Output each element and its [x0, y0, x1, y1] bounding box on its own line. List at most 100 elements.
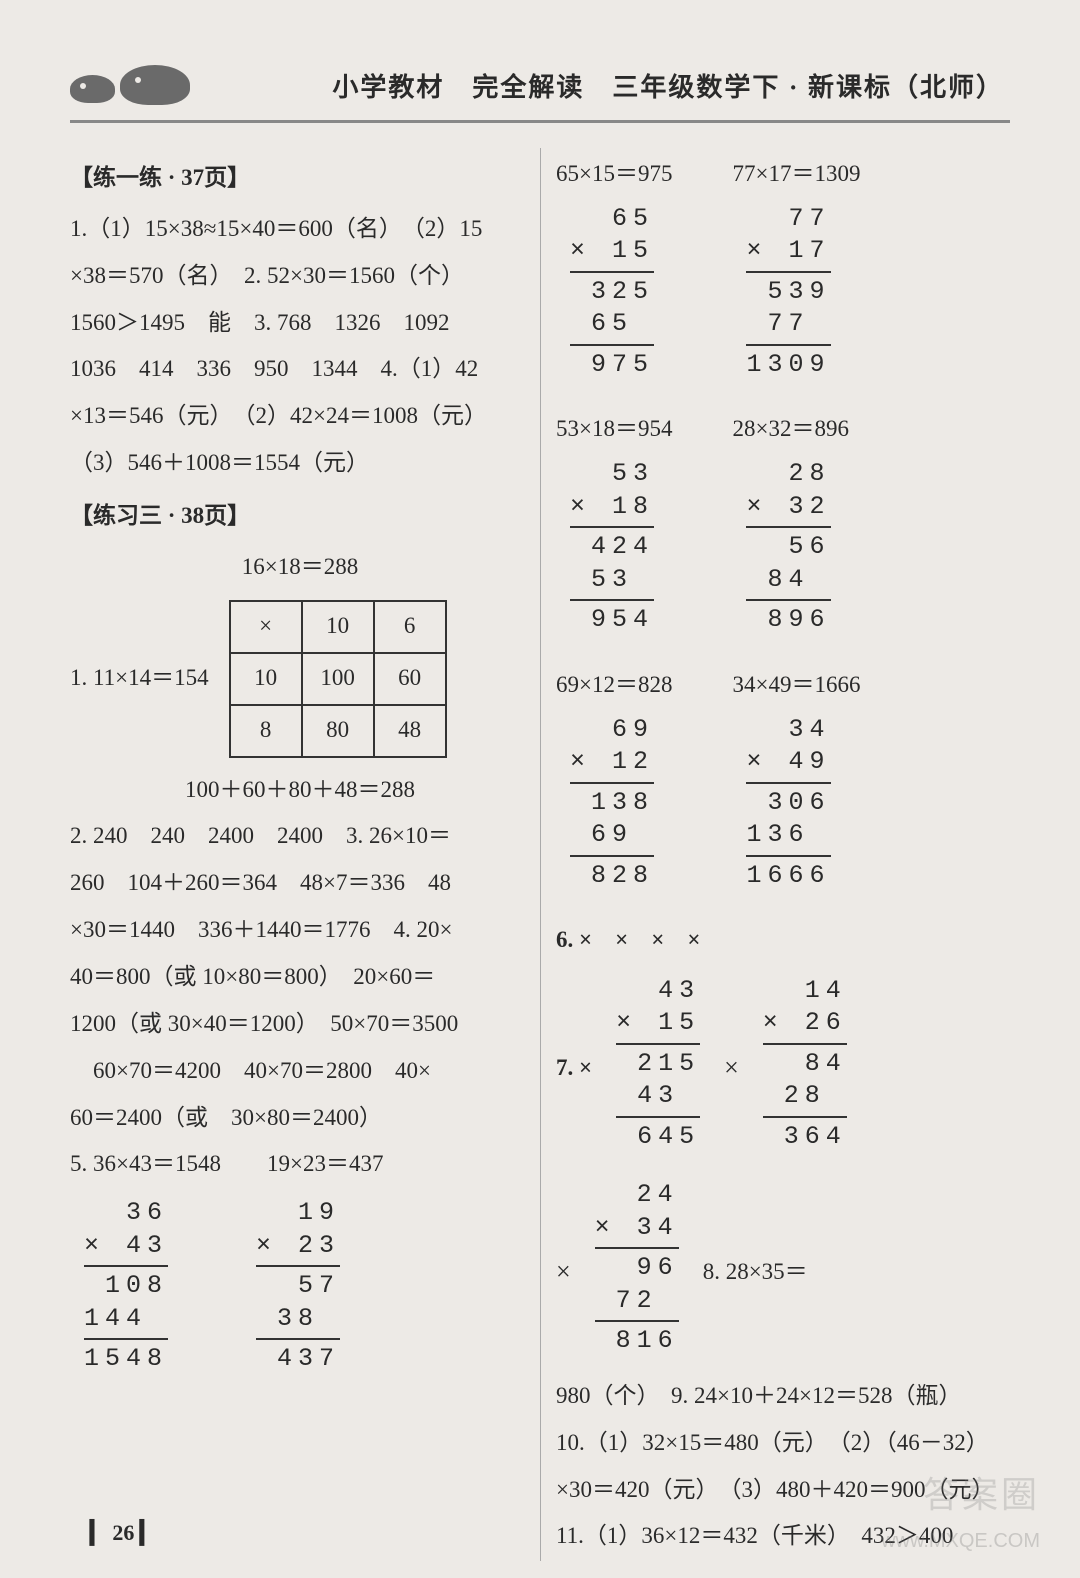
- text-line: 5. 36×43＝1548 19×23＝437: [70, 1142, 530, 1187]
- page-number: ▎ 26 ▎: [90, 1520, 157, 1546]
- vm-rule: [746, 599, 830, 601]
- whale-logo: [70, 60, 210, 110]
- vm-block: 28×32＝896 28 × 32 56 84 896: [732, 407, 848, 650]
- vm-row: 138: [570, 787, 654, 820]
- vm-rule: [746, 782, 830, 784]
- q7-label: 7. ×: [556, 1046, 592, 1091]
- vm-row: × 17: [746, 235, 830, 268]
- vm-row: 816: [595, 1325, 679, 1358]
- vm-row: × 34: [595, 1212, 679, 1245]
- vm-rule: [746, 344, 830, 346]
- vm-equation: 69×12＝828: [556, 663, 672, 708]
- vm-rule: [746, 526, 830, 528]
- vm-equation: 53×18＝954: [556, 407, 672, 452]
- vm-rule: [763, 1043, 847, 1045]
- whale-small-icon: [70, 75, 115, 103]
- grid-cell: 60: [374, 653, 446, 705]
- vm-row: 84: [746, 564, 830, 597]
- x-mark-icon: ×: [724, 1043, 739, 1094]
- vertical-mult: 43 × 15 215 43 645: [616, 975, 700, 1154]
- vm-block: 65×15＝975 65 × 15 325 65 975: [556, 152, 672, 395]
- vm-row: 1309: [746, 349, 830, 382]
- vm-row: 36: [84, 1197, 168, 1230]
- vm-row: 77: [746, 308, 830, 341]
- vertical-mult: 53 × 18 424 53 954: [570, 458, 654, 637]
- page: 小学教材 完全解读 三年级数学下 · 新课标（北师） 【练一练 · 37页】 1…: [0, 0, 1080, 1578]
- vertical-mult: 36 × 43 108 144 1548: [84, 1197, 168, 1376]
- vm-row: 19: [256, 1197, 340, 1230]
- vertical-mult-pair: 69×12＝828 69 × 12 138 69 828 34×49＝1666: [556, 663, 1010, 906]
- vm-row: × 15: [570, 235, 654, 268]
- vm-row: 84: [763, 1048, 847, 1081]
- vertical-mult: 69 × 12 138 69 828: [570, 714, 654, 893]
- text-line: 60＝2400（或 30×80＝2400）: [70, 1096, 530, 1141]
- vm-row: 144: [84, 1303, 168, 1336]
- vm-row: 43: [616, 1080, 700, 1113]
- vm-rule: [84, 1338, 168, 1340]
- vm-rule: [570, 526, 654, 528]
- q6-text: 6. × × × ×: [556, 918, 1010, 963]
- vm-row: 69: [570, 714, 654, 747]
- vertical-mult: 77 × 17 539 77 1309: [746, 203, 830, 382]
- grid-cell: 8: [230, 705, 302, 757]
- q7-row: 7. × 43 × 15 215 43 645 × 14 × 26 84: [556, 969, 1010, 1168]
- vm-row: 72: [595, 1285, 679, 1318]
- text-line: 40＝800（或 10×80＝800） 20×60＝: [70, 955, 530, 1000]
- vm-row: 34: [746, 714, 830, 747]
- grid-sum: 100＋60＋80＋48＝288: [70, 768, 530, 813]
- vm-row: 975: [570, 349, 654, 382]
- vm-row: × 18: [570, 491, 654, 524]
- vm-row: × 32: [746, 491, 830, 524]
- vm-rule: [570, 344, 654, 346]
- text-line: （3）546＋1008＝1554（元）: [70, 441, 530, 486]
- vm-row: 53: [570, 458, 654, 491]
- grid-cell: 48: [374, 705, 446, 757]
- vm-row: × 23: [256, 1230, 340, 1263]
- vm-row: 1666: [746, 860, 830, 893]
- vertical-mult: 19 × 23 57 38 437: [256, 1197, 340, 1376]
- vm-row: 108: [84, 1270, 168, 1303]
- vm-rule: [616, 1116, 700, 1118]
- vm-row: 136: [746, 819, 830, 852]
- vm-row: 215: [616, 1048, 700, 1081]
- vm-row: 57: [256, 1270, 340, 1303]
- vm-rule: [570, 855, 654, 857]
- text-line: 1560＞1495 能 3. 768 1326 1092: [70, 301, 530, 346]
- vm-equation: 34×49＝1666: [732, 663, 860, 708]
- vm-row: 364: [763, 1121, 847, 1154]
- vm-row: × 15: [616, 1007, 700, 1040]
- vm-rule: [570, 782, 654, 784]
- q1-row: 1. 11×14＝154 × 10 6 10 100 60 8 80: [70, 592, 530, 766]
- vm-rule: [256, 1265, 340, 1267]
- vm-row: × 43: [84, 1230, 168, 1263]
- vm-row: 539: [746, 276, 830, 309]
- watermark-text: 答案圈: [923, 1466, 1040, 1518]
- vm-rule: [595, 1247, 679, 1249]
- left-column: 【练一练 · 37页】 1.（1）15×38≈15×40＝600（名） （2）1…: [70, 148, 540, 1561]
- vm-row: 1548: [84, 1343, 168, 1376]
- vm-row: 38: [256, 1303, 340, 1336]
- grid-equation: 16×18＝288: [70, 545, 530, 590]
- vertical-mult: 24 × 34 96 72 816: [595, 1179, 679, 1358]
- text-line: ×30＝1440 336＋1440＝1776 4. 20×: [70, 908, 530, 953]
- vm-rule: [763, 1116, 847, 1118]
- vertical-mult: 28 × 32 56 84 896: [746, 458, 830, 637]
- grid-cell: 10: [230, 653, 302, 705]
- whale-large-icon: [120, 65, 190, 105]
- text-line: 260 104＋260＝364 48×7＝336 48: [70, 861, 530, 906]
- vm-block: 34×49＝1666 34 × 49 306 136 1666: [732, 663, 860, 906]
- vertical-mult-pair: 65×15＝975 65 × 15 325 65 975 77×17＝1309: [556, 152, 1010, 395]
- vm-rule: [746, 855, 830, 857]
- vm-row: 424: [570, 531, 654, 564]
- vm-rule: [616, 1043, 700, 1045]
- text-line: 60×70＝4200 40×70＝2800 40×: [70, 1049, 530, 1094]
- vm-row: 437: [256, 1343, 340, 1376]
- vm-row: × 12: [570, 746, 654, 779]
- vm-rule: [570, 599, 654, 601]
- x-mark-icon: ×: [556, 1247, 571, 1298]
- vm-row: 28: [763, 1080, 847, 1113]
- vm-row: 69: [570, 819, 654, 852]
- vm-row: 954: [570, 604, 654, 637]
- vm-row: 645: [616, 1121, 700, 1154]
- grid-cell: 10: [302, 601, 374, 653]
